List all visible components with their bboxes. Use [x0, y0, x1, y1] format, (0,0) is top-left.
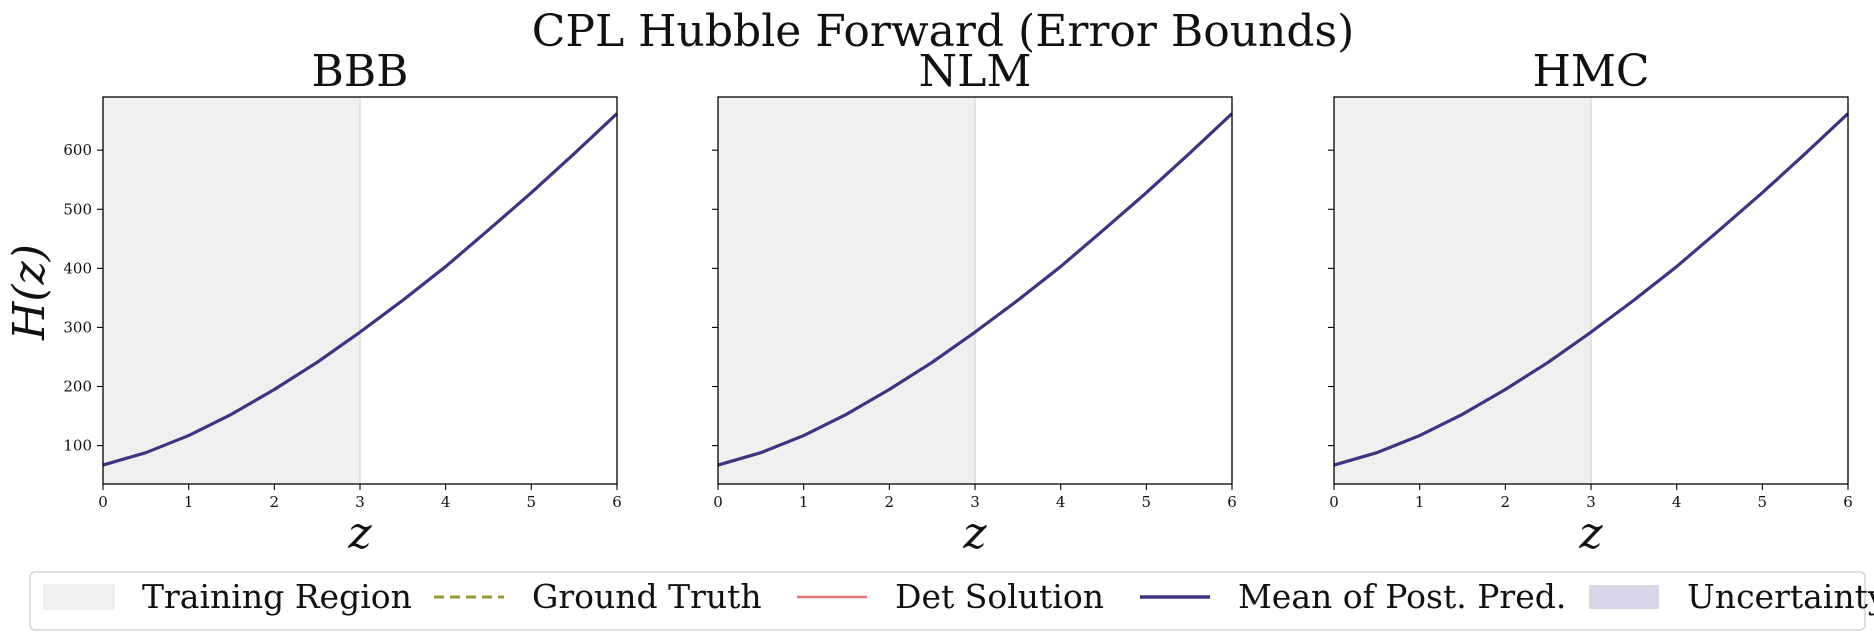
- legend-entry: Training Region: [43, 577, 412, 616]
- x-tick-label: 5: [527, 493, 537, 511]
- subplot-title: BBB: [311, 46, 408, 97]
- x-tick-label: 1: [1415, 493, 1425, 511]
- y-tick-label: 400: [63, 259, 92, 277]
- x-tick-label: 5: [1758, 493, 1768, 511]
- subplot-title: HMC: [1532, 46, 1649, 97]
- legend-label: Det Solution: [895, 577, 1104, 616]
- subplots: 0 1 2 3 4 5 6 100 200 300 400 500 600 BBB z 0 1 2 3 4 5 6 NLM z…: [63, 46, 1852, 559]
- legend-entry: Det Solution: [797, 577, 1104, 616]
- subplot-bbb: 0 1 2 3 4 5 6 100 200 300 400 500 600 BBB z: [63, 46, 621, 559]
- legend-label: Mean of Post. Pred.: [1238, 577, 1566, 616]
- legend: Training Region Ground Truth Det Solution M…: [29, 571, 1874, 631]
- legend-swatch: [1589, 585, 1659, 609]
- x-axis-label: z: [962, 508, 987, 559]
- x-tick-label: 2: [885, 493, 895, 511]
- x-tick-label: 6: [612, 493, 622, 511]
- x-tick-label: 3: [355, 493, 365, 511]
- subplot-title: NLM: [919, 46, 1032, 97]
- figure-title: CPL Hubble Forward (Error Bounds): [532, 6, 1355, 57]
- x-tick-label: 1: [799, 493, 809, 511]
- series-line-mean: [1333, 112, 1850, 467]
- training-region: [718, 97, 975, 484]
- y-tick-label: 300: [63, 318, 92, 336]
- subplot-hmc: 0 1 2 3 4 5 6 HMC z: [1328, 46, 1853, 559]
- x-tick-label: 3: [970, 493, 980, 511]
- x-tick-label: 2: [270, 493, 280, 511]
- x-tick-label: 6: [1227, 493, 1237, 511]
- y-axis-label: H(z): [4, 244, 55, 341]
- x-tick-label: 0: [1329, 493, 1339, 511]
- y-tick-label: 100: [63, 437, 92, 455]
- x-tick-label: 4: [1056, 493, 1066, 511]
- x-axis-label: z: [347, 508, 372, 559]
- x-tick-label: 6: [1843, 493, 1853, 511]
- x-tick-label: 3: [1586, 493, 1596, 511]
- legend-entry: Uncertainty: [1589, 577, 1874, 616]
- legend-label: Uncertainty: [1687, 577, 1874, 616]
- legend-label: Training Region: [142, 577, 412, 616]
- legend-entry: Mean of Post. Pred.: [1140, 577, 1566, 616]
- y-tick-label: 600: [63, 141, 92, 159]
- training-region: [103, 97, 360, 484]
- training-region: [1334, 97, 1591, 484]
- series-line-mean: [717, 112, 1234, 467]
- legend-frame: [29, 571, 1866, 631]
- y-tick-label: 500: [63, 200, 92, 218]
- x-tick-label: 4: [441, 493, 451, 511]
- x-tick-label: 1: [184, 493, 194, 511]
- x-tick-label: 0: [713, 493, 723, 511]
- x-tick-label: 5: [1142, 493, 1152, 511]
- legend-swatch: [43, 584, 115, 610]
- legend-entry: Ground Truth: [434, 577, 762, 616]
- x-tick-label: 2: [1501, 493, 1511, 511]
- x-axis-label: z: [1578, 508, 1603, 559]
- legend-label: Ground Truth: [532, 577, 762, 616]
- subplot-nlm: 0 1 2 3 4 5 6 NLM z: [712, 46, 1237, 559]
- x-tick-label: 4: [1672, 493, 1682, 511]
- y-tick-label: 200: [63, 378, 92, 396]
- x-tick-label: 0: [98, 493, 108, 511]
- series-line-mean: [102, 112, 619, 467]
